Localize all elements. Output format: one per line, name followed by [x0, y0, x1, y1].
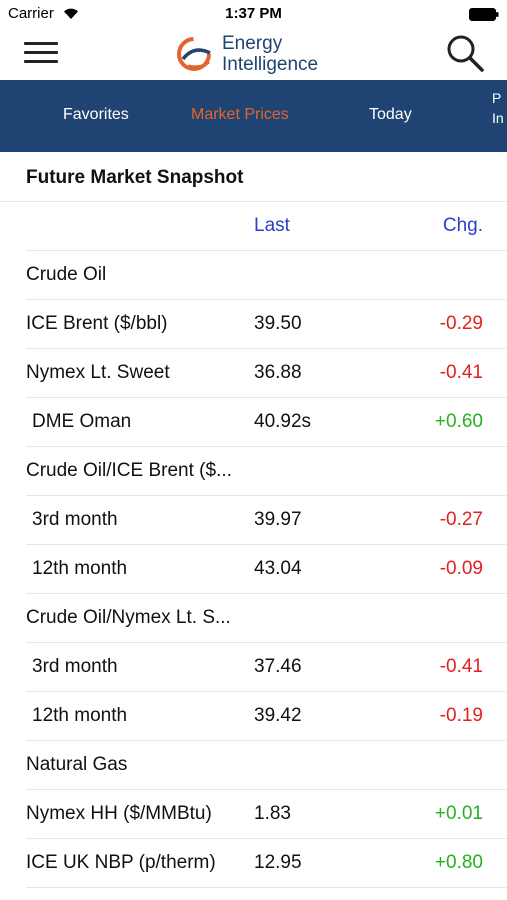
group-row: Crude Oil	[26, 251, 507, 300]
row-last: 39.50	[254, 313, 302, 334]
battery-icon	[469, 8, 499, 21]
energy-intelligence-logo: Energy Intelligence	[174, 31, 334, 77]
status-time: 1:37 PM	[225, 5, 282, 22]
row-chg: -0.41	[439, 362, 483, 383]
row-last: 1.83	[254, 803, 291, 824]
app-header: Energy Intelligence	[0, 28, 507, 80]
hamburger-icon-bar	[24, 51, 58, 54]
row-name: 3rd month	[32, 509, 118, 530]
row-chg: +0.60	[434, 411, 483, 432]
row-name: ICE UK NBP (p/therm)	[26, 852, 216, 873]
status-bar: Carrier 1:37 PM	[0, 0, 507, 28]
row-name: ICE Brent ($/bbl)	[26, 313, 168, 334]
row-last: 36.88	[254, 362, 302, 383]
group-name: Natural Gas	[26, 754, 128, 775]
tab-today[interactable]: Today	[369, 106, 412, 123]
search-icon	[447, 35, 484, 72]
group-name: Crude Oil/Nymex Lt. S...	[26, 607, 231, 628]
row-chg: -0.29	[439, 313, 483, 334]
logo-line-1: Energy	[222, 33, 283, 54]
row-chg: -0.41	[439, 656, 483, 677]
group-name: Crude Oil	[26, 264, 107, 285]
logo-line-2: Intelligence	[222, 54, 319, 75]
row-name: 12th month	[32, 558, 128, 579]
hamburger-icon-bar	[24, 60, 58, 63]
group-name: Crude Oil/ICE Brent ($...	[26, 460, 232, 481]
wifi-icon	[64, 8, 78, 19]
column-header-chg: Chg.	[442, 215, 483, 236]
row-name: 3rd month	[32, 656, 118, 677]
market-table: Last Chg. Crude Oil ICE Brent ($/bbl) 39…	[0, 202, 507, 888]
row-chg: -0.27	[439, 509, 483, 530]
tab-partial-line-2: In	[492, 110, 504, 126]
hamburger-icon-bar	[24, 42, 58, 45]
table-row[interactable]: Nymex Lt. Sweet 36.88 -0.41	[26, 349, 507, 398]
row-last: 39.42	[254, 705, 302, 726]
table-row[interactable]: ICE Brent ($/bbl) 39.50 -0.29	[26, 300, 507, 349]
table-row[interactable]: 3rd month 39.97 -0.27	[26, 496, 507, 545]
row-name: DME Oman	[32, 411, 132, 432]
column-header-row: Last Chg.	[26, 202, 507, 251]
row-last: 39.97	[254, 509, 302, 530]
table-row[interactable]: ICE UK NBP (p/therm) 12.95 +0.80	[26, 839, 507, 888]
row-last: 37.46	[254, 656, 302, 677]
logo-swirl-icon	[177, 37, 211, 71]
table-row[interactable]: DME Oman 40.92s +0.60	[26, 398, 507, 447]
tab-market-prices[interactable]: Market Prices	[191, 106, 289, 123]
row-last: 43.04	[254, 558, 302, 579]
column-header-last: Last	[254, 215, 290, 236]
row-last: 12.95	[254, 852, 302, 873]
tab-favorites[interactable]: Favorites	[63, 106, 129, 123]
row-name: Nymex HH ($/MMBtu)	[26, 803, 212, 824]
table-row[interactable]: 12th month 43.04 -0.09	[26, 545, 507, 594]
row-last: 40.92s	[254, 411, 312, 432]
section-header: Future Market Snapshot	[0, 152, 507, 202]
group-row: Natural Gas	[26, 741, 507, 790]
row-chg: -0.19	[439, 705, 483, 726]
section-title: Future Market Snapshot	[26, 167, 244, 188]
tab-partial-offscreen[interactable]: P In	[492, 88, 504, 128]
row-name: Nymex Lt. Sweet	[26, 362, 170, 383]
row-chg: +0.01	[434, 803, 483, 824]
row-chg: -0.09	[439, 558, 483, 579]
group-row: Crude Oil/ICE Brent ($...	[26, 447, 507, 496]
table-row[interactable]: Nymex HH ($/MMBtu) 1.83 +0.01	[26, 790, 507, 839]
table-row[interactable]: 3rd month 37.46 -0.41	[26, 643, 507, 692]
table-row[interactable]: 12th month 39.42 -0.19	[26, 692, 507, 741]
tab-bar: Favorites Market Prices Today P In	[0, 80, 507, 152]
tab-partial-line-1: P	[492, 90, 502, 106]
carrier-label: Carrier	[8, 5, 54, 22]
row-chg: +0.80	[434, 852, 483, 873]
group-row: Crude Oil/Nymex Lt. S...	[26, 594, 507, 643]
row-name: 12th month	[32, 705, 128, 726]
search-button[interactable]	[444, 32, 486, 74]
menu-button[interactable]	[24, 40, 60, 66]
